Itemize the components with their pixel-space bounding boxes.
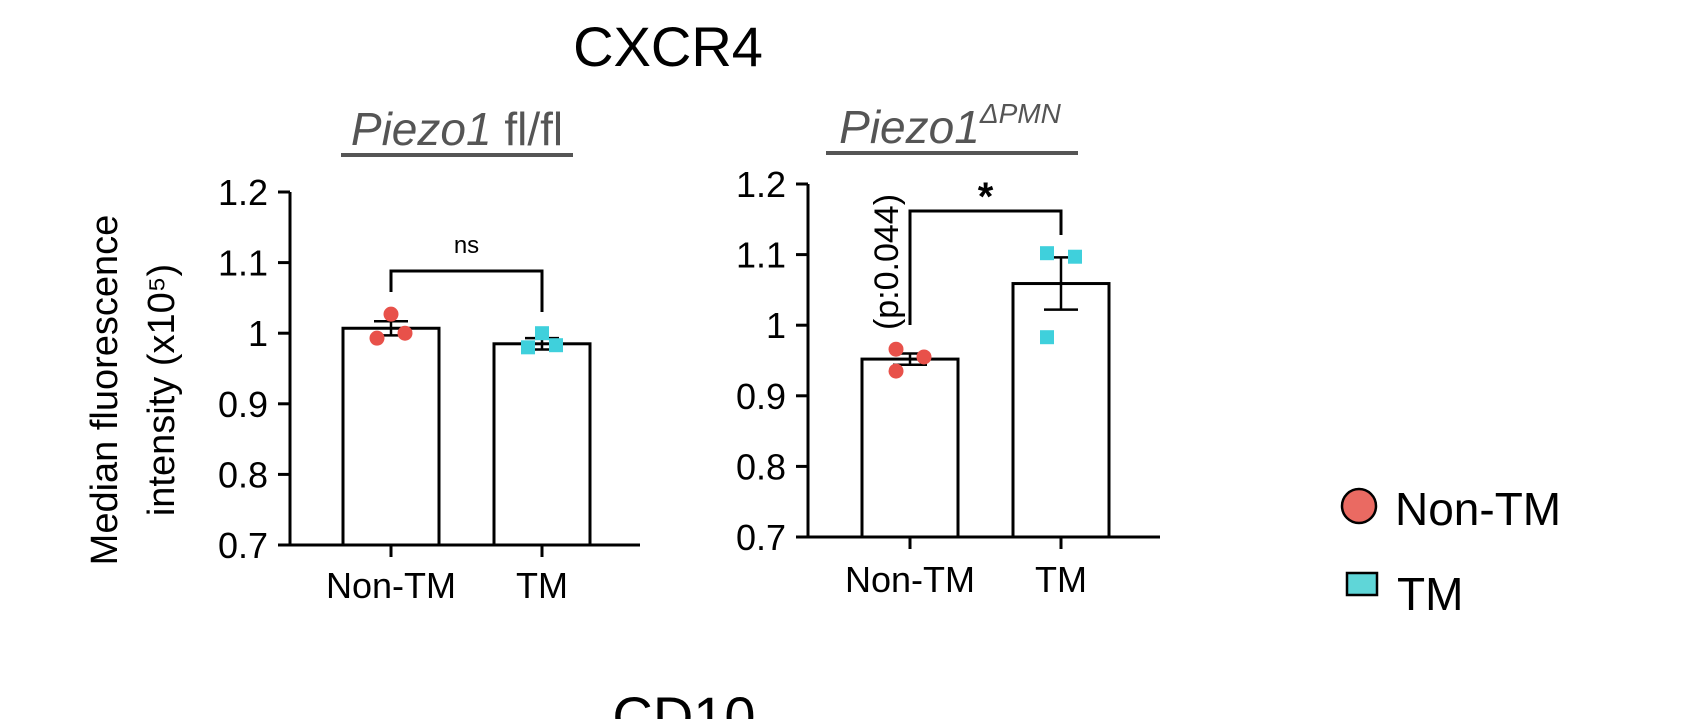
panel2-subtitle: Piezo1ΔPMN: [839, 98, 1061, 153]
pvalue-group: (p:0.044): [868, 194, 906, 330]
data-point-non-tm: [916, 349, 932, 365]
x-tick-label: Non-TM: [845, 559, 975, 600]
significance-bracket: [908, 209, 1063, 325]
legend-label-non-tm: Non-TM: [1395, 483, 1561, 535]
legend-label-tm: TM: [1397, 568, 1463, 620]
legend: Non-TM TM: [1340, 483, 1561, 620]
legend-marker-tm: [1345, 571, 1379, 597]
y-tick-label: 1: [766, 305, 786, 346]
data-point-non-tm: [888, 363, 904, 379]
panel2-pvalue: (p:0.044): [868, 194, 906, 330]
panel2-chart: 1.2 1.1 1 0.9 0.8 0.7 Non-TM TM *: [736, 164, 1160, 600]
x-tick-label: Non-TM: [326, 565, 456, 606]
y-axis-label-line2: intensity (x10⁵): [141, 264, 183, 516]
x-tick-label: TM: [516, 565, 568, 606]
next-figure-title: CD10: [612, 685, 755, 719]
y-tick-label: 1.1: [218, 243, 268, 284]
bar-tm: [492, 342, 592, 547]
data-point-non-tm: [397, 325, 413, 341]
data-point-tm: [549, 338, 563, 353]
significance-label: ns: [454, 232, 479, 259]
bar-non-tm: [860, 357, 960, 539]
legend-marker-non-tm: [1340, 487, 1378, 525]
bar-non-tm: [341, 326, 441, 547]
bar-tm: [1011, 282, 1111, 539]
significance-label: *: [978, 175, 994, 219]
figure-title: CXCR4: [573, 15, 763, 78]
y-tick-label: 0.7: [218, 525, 268, 566]
data-point-tm: [1040, 246, 1054, 261]
y-tick-label: 0.8: [218, 454, 268, 495]
y-tick-label: 0.8: [736, 446, 786, 487]
significance-bracket: [389, 269, 544, 312]
y-tick-label: 1.1: [736, 235, 786, 276]
panel1-chart: 1.2 1.1 1 0.9 0.8 0.7 Non-TM TM ns: [218, 172, 640, 606]
y-tick-label: 1.2: [736, 164, 786, 205]
y-tick-label: 0.9: [218, 384, 268, 425]
y-tick-label: 1: [248, 313, 268, 354]
y-axis-label-2: intensity (x10⁵): [141, 264, 183, 516]
data-point-non-tm: [888, 341, 904, 357]
data-point-tm: [1068, 249, 1082, 264]
data-point-non-tm: [383, 306, 399, 322]
data-point-non-tm: [369, 330, 385, 346]
x-tick-label: TM: [1035, 559, 1087, 600]
y-axis-label-line1: Median fluorescence: [84, 215, 126, 566]
panel1-subtitle: Piezo1 fl/fl: [351, 103, 563, 155]
y-tick-label: 0.7: [736, 517, 786, 558]
y-tick-label: 0.9: [736, 376, 786, 417]
y-axis-label: Median fluorescence: [84, 215, 126, 566]
y-tick-label: 1.2: [218, 172, 268, 213]
data-point-tm: [1040, 330, 1054, 345]
data-point-tm: [521, 340, 535, 355]
data-point-tm: [535, 326, 549, 341]
